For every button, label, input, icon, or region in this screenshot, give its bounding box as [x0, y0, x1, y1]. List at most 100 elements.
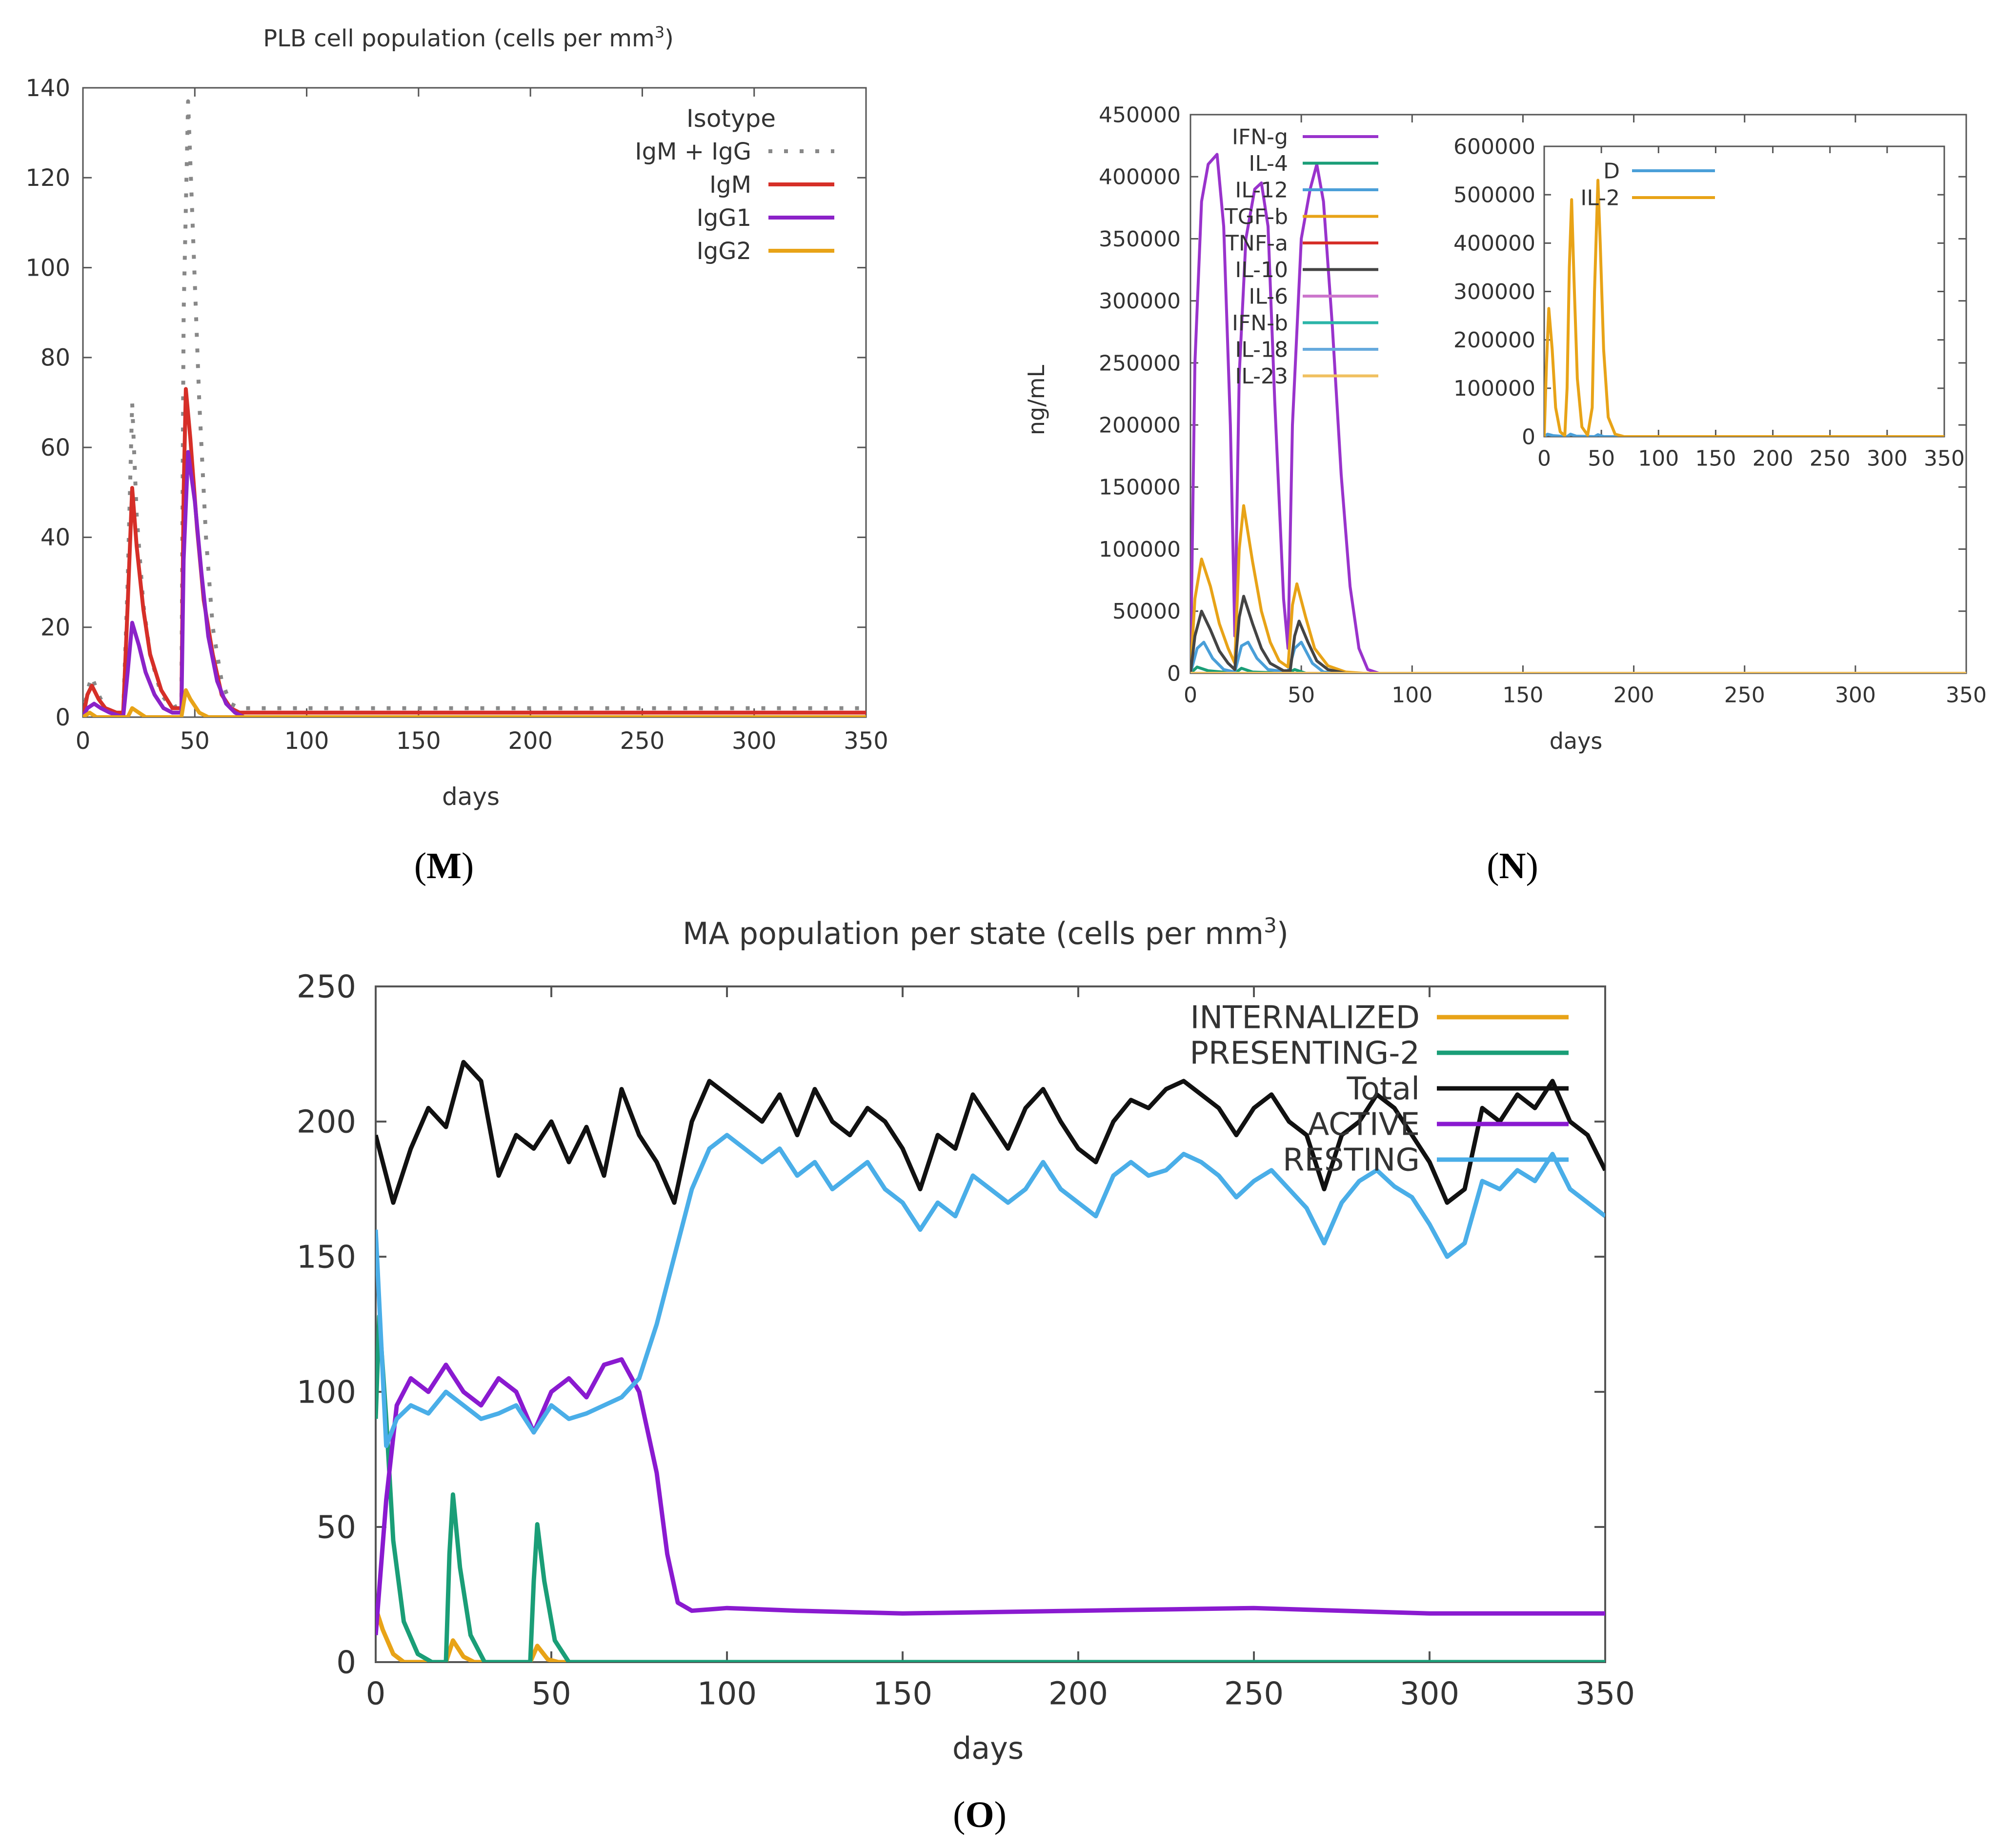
- panel-o-y-tick-label: 250: [297, 969, 356, 1005]
- panel-o-series-resting: [376, 1133, 1605, 1448]
- panel-n-y-axis-label: ng/mL: [1023, 364, 1049, 435]
- panel-m-x-tick-label: 250: [620, 727, 665, 755]
- panel-n-x-tick-label: 0: [1184, 683, 1197, 707]
- panel-n-inset-y-tick-label: 600000: [1453, 134, 1535, 159]
- panel-m-x-tick-label: 150: [396, 727, 441, 755]
- panel-o-y-tick-label: 150: [297, 1239, 356, 1275]
- panel-m-x-tick-label: 350: [844, 727, 888, 755]
- panel-n-inset-legend-label-il-2: IL-2: [1580, 185, 1620, 210]
- panel-n-series-ifn-g: [1190, 153, 1966, 673]
- panel-n-x-tick-label: 350: [1946, 683, 1987, 707]
- panel-n-inset-x-tick-label: 0: [1537, 446, 1551, 471]
- panel-n-legend-label-il-23: IL-23: [1235, 364, 1288, 389]
- panel-m-y-tick-label: 60: [40, 434, 70, 462]
- panel-n-y-tick-label: 50000: [1112, 599, 1181, 624]
- panel-m-legend-label-igm: IgM: [709, 171, 751, 199]
- caption-n: (N): [1487, 845, 1538, 886]
- panel-n-inset-x-tick-label: 200: [1753, 446, 1794, 471]
- panel-n-legend-label-tnf-a: TNF-a: [1225, 231, 1288, 256]
- panel-m-x-tick-label: 300: [732, 727, 777, 755]
- panel-o-y-tick-label: 0: [336, 1645, 356, 1681]
- panel-o-x-axis-label: days: [952, 1730, 1024, 1766]
- panel-n-inset-backdrop: [1544, 146, 1944, 437]
- panel-n-inset-series-il-2: [1544, 179, 1944, 437]
- panel-n-inset-y-tick-label: 200000: [1453, 328, 1535, 353]
- panel-o-x-tick-label: 0: [366, 1676, 386, 1712]
- panel-n-series-il-4: [1190, 665, 1966, 673]
- panel-n-y-tick-label: 200000: [1099, 413, 1181, 438]
- panel-o-series-presenting-2: [376, 1314, 1605, 1662]
- panel-n-legend-label-tgf-b: TGF-b: [1224, 204, 1288, 229]
- panel-m-series-igg1: [83, 450, 866, 717]
- panel-o-series-internalized: [376, 1607, 1605, 1662]
- panel-n-legend-label-il-6: IL-6: [1249, 284, 1288, 309]
- panel-n-y-tick-label: 100000: [1099, 537, 1181, 562]
- panel-o-y-tick-label: 100: [297, 1374, 356, 1410]
- caption-o: (O): [953, 1794, 1007, 1835]
- panel-n-inset-x-tick-label: 50: [1588, 446, 1615, 471]
- panel-n-y-tick-label: 450000: [1099, 102, 1181, 127]
- panel-o-x-tick-label: 350: [1575, 1676, 1635, 1712]
- panel-n-series-tgf-b: [1190, 504, 1966, 673]
- panel-n-y-tick-label: 150000: [1099, 475, 1181, 500]
- panel-o-series-active: [376, 1357, 1605, 1635]
- panel-m-y-tick-label: 120: [25, 164, 70, 192]
- panel-n-inset-y-tick-label: 300000: [1453, 280, 1535, 304]
- panel-n-inset-chart: 0 100000 200000 300000 400000 500000 600000 0 50…: [1453, 134, 1965, 471]
- caption-m: (M): [414, 845, 474, 886]
- panel-m-y-tick-label: 0: [55, 704, 70, 731]
- panel-n-legend-label-il-18: IL-18: [1235, 337, 1288, 362]
- panel-o-legend-label-internalized: INTERNALIZED: [1190, 1000, 1420, 1036]
- panel-m-plot-area: 0 20 40 60 80 100 120 140 0 50 100 150 200 250 300 350: [25, 75, 888, 755]
- panel-n-legend-label-ifn-g: IFN-g: [1232, 124, 1288, 149]
- panel-m-y-tick-label: 20: [40, 614, 70, 642]
- panel-m-y-tick-label: 40: [40, 524, 70, 551]
- panel-n-inset-y-tick-label: 0: [1522, 424, 1535, 449]
- panel-m-legend-label-igm-igg: IgM + IgG: [635, 138, 751, 165]
- panel-m-x-tick-label: 200: [508, 727, 553, 755]
- panel-n: ng/mL 0500001000001500002000002500003000…: [1023, 102, 1987, 754]
- panel-n-legend-label-il-4: IL-4: [1249, 151, 1288, 176]
- panel-n-x-tick-label: 250: [1724, 683, 1765, 707]
- panel-n-series-il-12: [1190, 641, 1966, 673]
- panel-n-inset-x-tick-label: 150: [1695, 446, 1736, 471]
- panel-o-legend-label-active: ACTIVE: [1308, 1106, 1420, 1143]
- panel-m-legend-title: Isotype: [686, 104, 776, 133]
- panel-n-y-tick-label: 400000: [1099, 165, 1181, 190]
- panel-n-x-tick-label: 150: [1502, 683, 1543, 707]
- panel-o-x-tick-label: 50: [531, 1676, 571, 1712]
- panel-m-x-axis-label: days: [442, 783, 500, 811]
- panel-o-y-tick-label: 50: [317, 1509, 356, 1546]
- panel-n-inset-y-tick-label: 400000: [1453, 231, 1535, 256]
- panel-n-inset-x-tick-label: 300: [1867, 446, 1908, 471]
- panel-n-legend-label-il-12: IL-12: [1235, 178, 1288, 202]
- panel-m-x-tick-label: 0: [76, 727, 91, 755]
- panel-n-inset-x-tick-label: 250: [1810, 446, 1851, 471]
- panel-n-x-tick-label: 100: [1391, 683, 1432, 707]
- panel-m: PLB cell population (cells per mm3) 0 20 4…: [25, 23, 888, 811]
- panel-n-plot-area: 0500001000001500002000002500003000003500…: [1099, 102, 1987, 707]
- panel-o-x-tick-label: 150: [873, 1676, 932, 1712]
- panel-n-inset-y-tick-label: 100000: [1453, 376, 1535, 401]
- panel-m-series-igg2: [83, 688, 866, 717]
- panel-n-inset-legend: DIL-2: [1580, 159, 1715, 210]
- panel-o-x-tick-label: 250: [1224, 1676, 1284, 1712]
- panel-n-inset-x-tick-label: 350: [1924, 446, 1965, 471]
- panel-m-y-tick-label: 100: [25, 254, 70, 281]
- panel-o-legend: INTERNALIZEDPRESENTING-2TotalACTIVERESTI…: [1189, 1000, 1569, 1178]
- panel-o-plot-area: 0 50 100 150 200 250 0 50 100 150 200 250 300 350: [297, 969, 1635, 1712]
- panel-n-legend-label-il-10: IL-10: [1235, 258, 1288, 282]
- panel-o-x-tick-label: 200: [1048, 1676, 1108, 1712]
- panel-n-inset-series-d: [1544, 433, 1944, 437]
- panel-m-x-tick-label: 100: [284, 727, 329, 755]
- panel-o-y-tick-label: 200: [297, 1104, 356, 1140]
- panel-m-title: PLB cell population (cells per mm3): [263, 23, 674, 52]
- panel-m-legend: Isotype IgM + IgG IgM IgG1 IgG2: [635, 104, 834, 265]
- panel-m-legend-label-igg1: IgG1: [697, 204, 751, 232]
- panel-m-x-tick-label: 50: [180, 727, 210, 755]
- panel-n-x-tick-label: 50: [1288, 683, 1315, 707]
- panel-n-inset-y-tick-label: 500000: [1453, 183, 1535, 208]
- panel-o-legend-label-presenting-2: PRESENTING-2: [1189, 1035, 1420, 1071]
- panel-n-legend: IFN-gIL-4IL-12TGF-bTNF-aIL-10IL-6IFN-bIL…: [1224, 124, 1378, 389]
